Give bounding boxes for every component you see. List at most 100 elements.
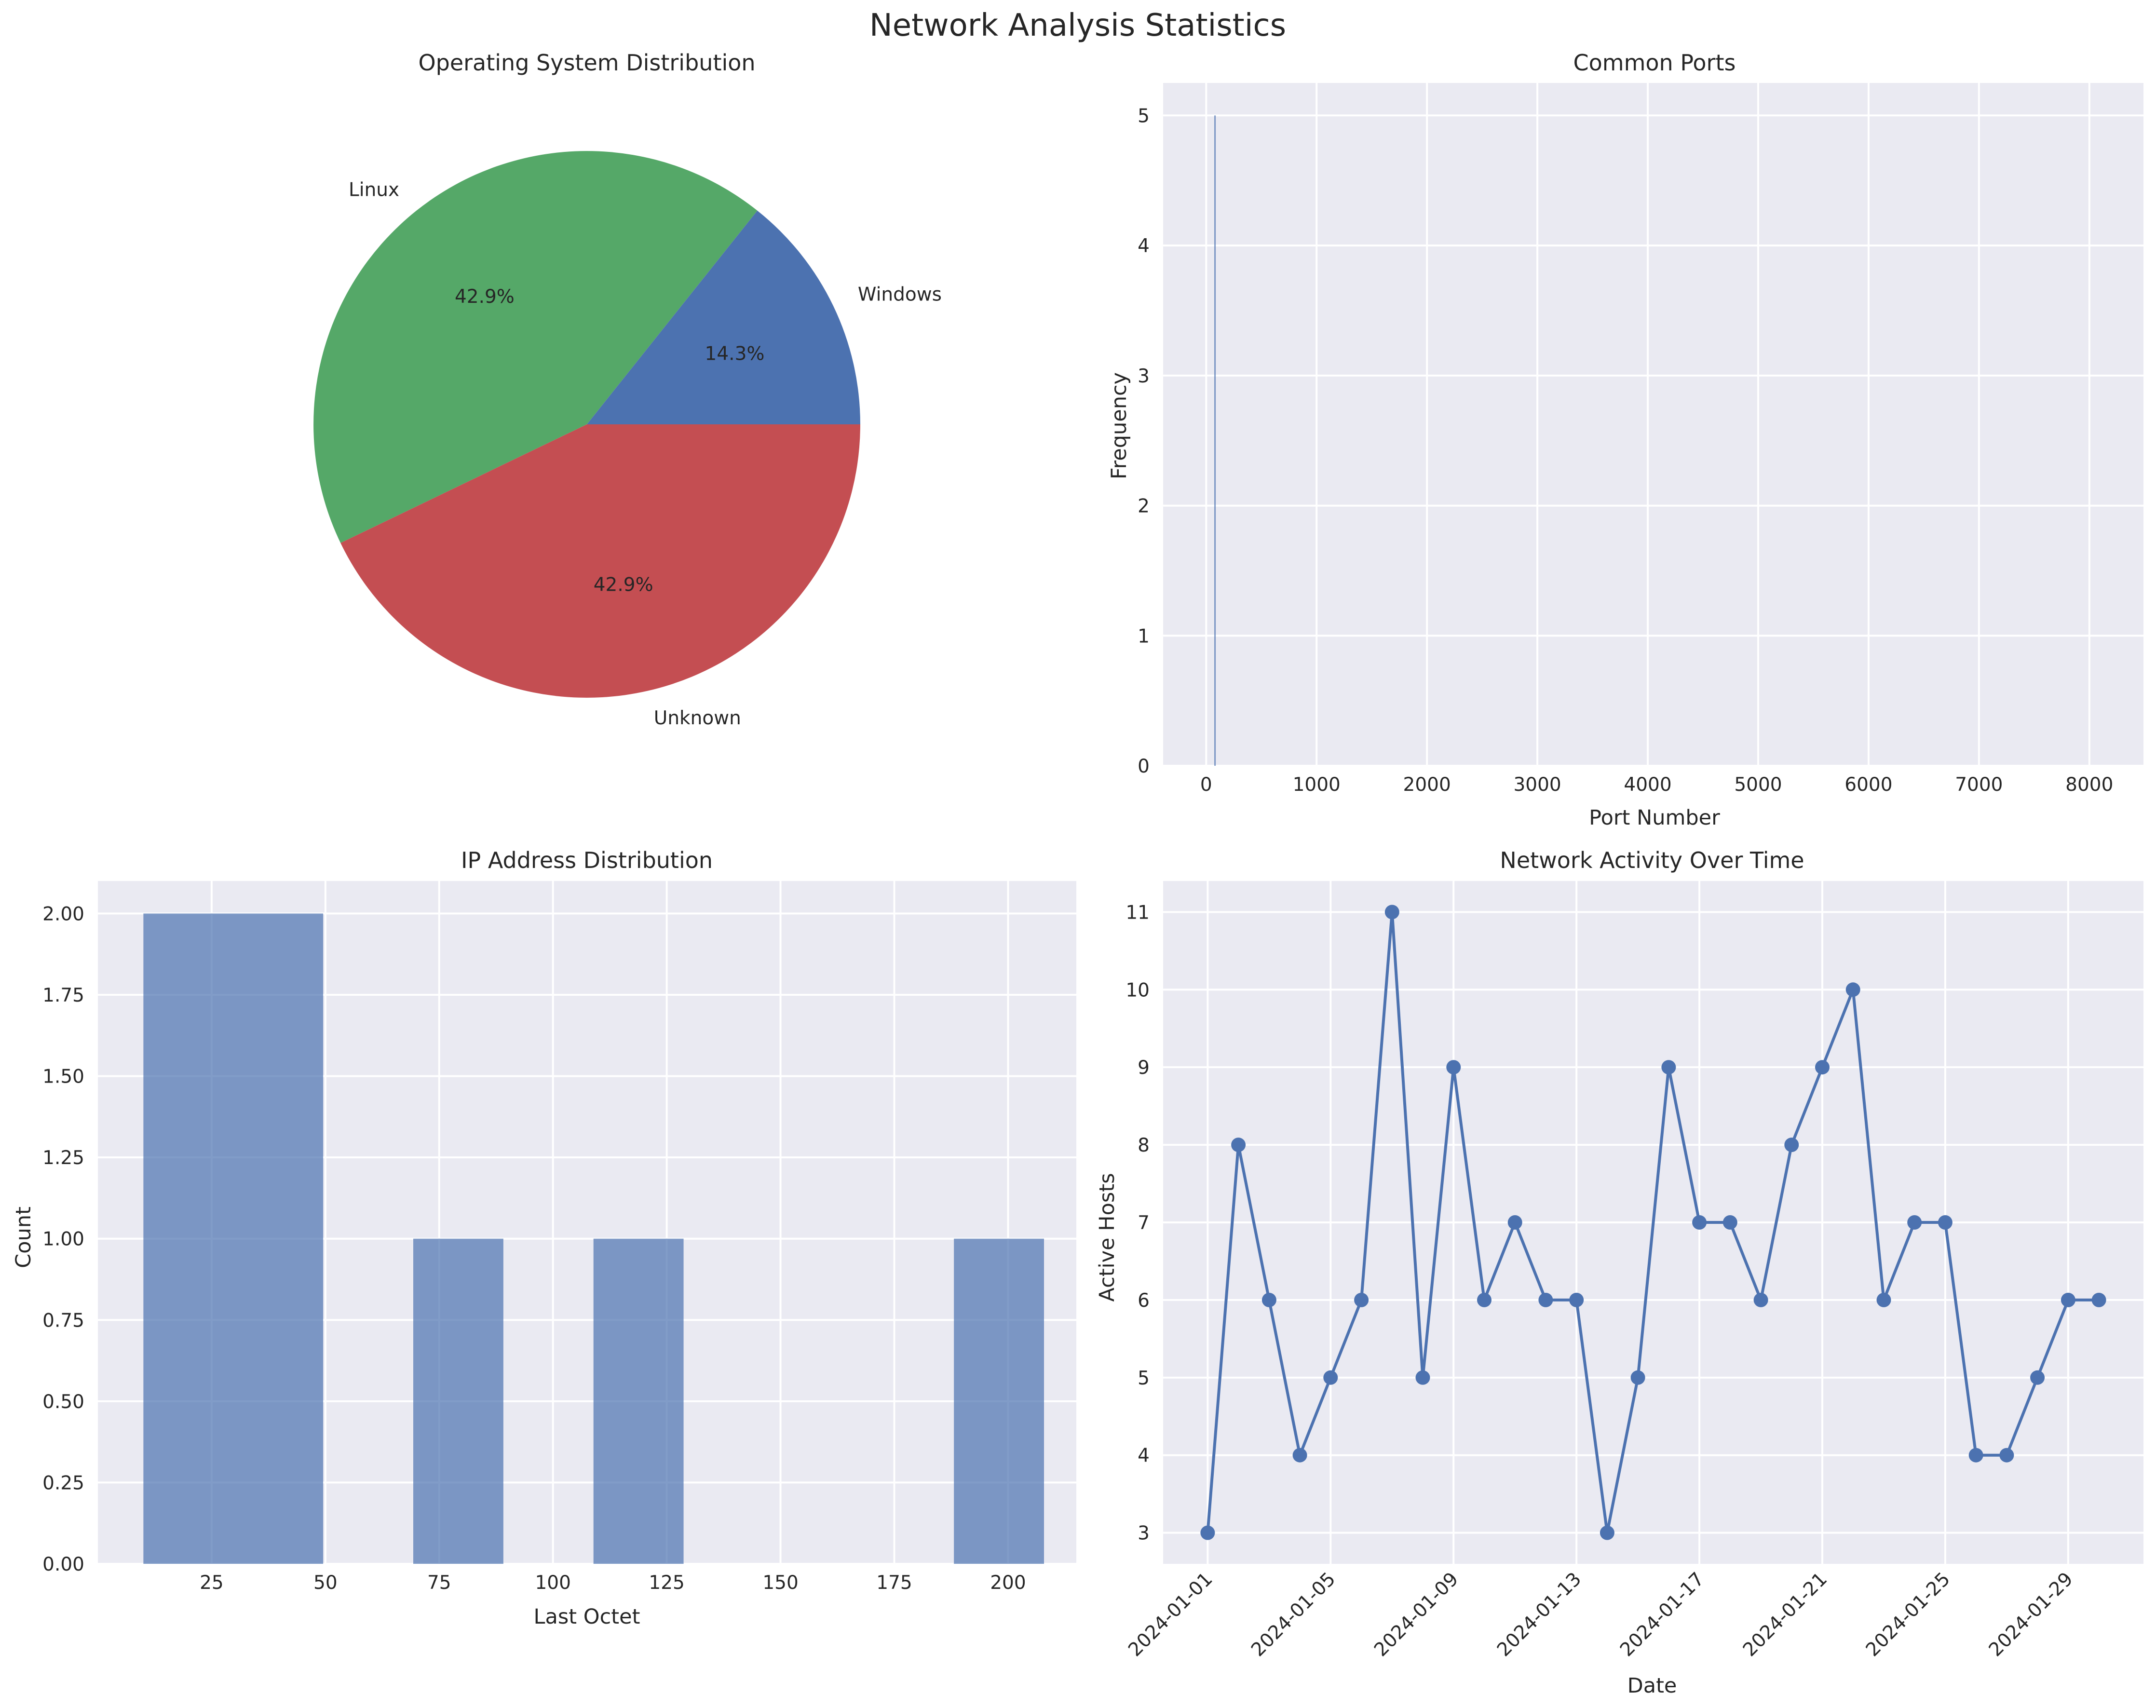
time-y-tick-label: 9 <box>1138 1057 1150 1079</box>
ports-y-tick-label: 1 <box>1138 625 1150 647</box>
common-ports-chart: Common Ports Port Number Frequency 0 1000… <box>1107 50 2143 830</box>
ip-xlabel: Last Octet <box>534 1605 640 1629</box>
ip-x-tick-label: 25 <box>200 1572 224 1594</box>
pie-label: Windows <box>858 284 942 305</box>
ip-y-tick-label: 1.25 <box>42 1147 84 1169</box>
time-point <box>1692 1215 1707 1230</box>
ports-y-tick-label: 2 <box>1138 496 1150 517</box>
time-point <box>1876 1292 1891 1307</box>
ports-x-tick-label: 2000 <box>1403 774 1451 796</box>
pie-percent-label: 42.9% <box>594 574 653 596</box>
ports-bar <box>1214 115 1216 766</box>
time-point <box>1968 1448 1983 1463</box>
time-point <box>1753 1292 1768 1307</box>
time-point <box>2061 1292 2075 1307</box>
time-x-tick-label: 2024-01-29 <box>1985 1568 2077 1661</box>
time-x-tick-label: 2024-01-25 <box>1862 1568 1954 1661</box>
ip-bar <box>954 1238 1044 1564</box>
time-y-tick-label: 10 <box>1125 979 1150 1001</box>
time-point <box>1630 1370 1645 1385</box>
network-activity-chart: Network Activity Over Time Date Active H… <box>1095 847 2143 1698</box>
pie-label: Unknown <box>654 707 741 729</box>
time-point <box>2030 1370 2045 1385</box>
time-x-tick-label: 2024-01-05 <box>1247 1568 1340 1661</box>
ip-x-tick-label: 200 <box>990 1572 1026 1594</box>
ip-x-tick-label: 175 <box>876 1572 912 1594</box>
time-point <box>1415 1370 1430 1385</box>
time-point <box>1999 1448 2014 1463</box>
time-x-tick-label: 2024-01-09 <box>1370 1568 1463 1661</box>
ip-x-tick-label: 125 <box>649 1572 684 1594</box>
time-series-line <box>1206 910 2099 1534</box>
time-ylabel: Active Hosts <box>1095 1173 1119 1302</box>
os-distribution-pie-chart: Operating System Distribution Windows 14.… <box>313 50 942 729</box>
ports-ylabel: Frequency <box>1107 372 1131 479</box>
time-point <box>1292 1448 1307 1463</box>
pie-percent-label: 42.9% <box>455 286 515 308</box>
ports-plot-area <box>1163 83 2143 766</box>
time-point <box>1722 1215 1737 1230</box>
ip-x-tick-label: 50 <box>313 1572 338 1594</box>
ports-title: Common Ports <box>1573 50 1736 76</box>
pie-slice-unknown <box>340 424 861 698</box>
time-title: Network Activity Over Time <box>1500 847 1804 873</box>
time-y-tick-label: 11 <box>1125 902 1150 923</box>
time-point <box>1600 1525 1614 1540</box>
ports-x-tick-label: 6000 <box>1844 774 1892 796</box>
ports-xlabel: Port Number <box>1589 806 1720 830</box>
time-y-tick-label: 3 <box>1138 1523 1150 1545</box>
time-x-tick-label: 2024-01-01 <box>1124 1568 1217 1661</box>
time-point <box>1907 1215 1922 1230</box>
ip-y-tick-label: 1.50 <box>42 1066 84 1088</box>
time-point <box>1784 1138 1799 1152</box>
ports-y-tick-label: 0 <box>1138 756 1150 777</box>
ip-x-tick-label: 150 <box>762 1572 798 1594</box>
time-point <box>1661 1060 1676 1075</box>
time-point <box>2091 1292 2106 1307</box>
pie-slice-linux <box>313 151 758 543</box>
time-y-tick-label: 5 <box>1138 1368 1150 1389</box>
time-point <box>1477 1292 1492 1307</box>
pie-slice-windows <box>587 210 860 424</box>
time-point <box>1569 1292 1584 1307</box>
time-y-tick-label: 6 <box>1138 1290 1150 1312</box>
ip-x-tick-label: 100 <box>535 1572 570 1594</box>
time-point <box>1507 1215 1522 1230</box>
ports-y-tick-label: 4 <box>1138 235 1150 257</box>
time-point <box>1261 1292 1276 1307</box>
ports-y-tick-label: 3 <box>1138 366 1150 387</box>
ports-x-tick-label: 8000 <box>2065 774 2113 796</box>
ports-x-tick-label: 7000 <box>1955 774 2003 796</box>
ip-bar <box>413 1238 503 1564</box>
ip-y-tick-label: 0.50 <box>42 1391 84 1413</box>
time-point <box>1323 1370 1338 1385</box>
time-point <box>1200 1525 1215 1540</box>
ip-y-tick-label: 0.00 <box>42 1554 84 1575</box>
time-x-tick-label: 2024-01-17 <box>1616 1568 1709 1661</box>
pie-title: Operating System Distribution <box>418 50 755 76</box>
time-point <box>1354 1292 1369 1307</box>
ip-ylabel: Count <box>12 1206 36 1268</box>
time-x-tick-label: 2024-01-13 <box>1493 1568 1586 1661</box>
ip-y-tick-label: 2.00 <box>42 903 84 925</box>
ip-distribution-chart: IP Address Distribution Last Octet Count… <box>12 847 1076 1629</box>
ports-x-tick-label: 5000 <box>1734 774 1782 796</box>
time-y-tick-label: 8 <box>1138 1135 1150 1156</box>
pie-label: Linux <box>349 179 399 201</box>
time-y-tick-label: 4 <box>1138 1445 1150 1467</box>
ports-x-tick-label: 4000 <box>1624 774 1671 796</box>
time-point <box>1815 1060 1830 1075</box>
ports-x-tick-label: 0 <box>1200 774 1212 796</box>
time-point <box>1384 905 1399 920</box>
time-xlabel: Date <box>1627 1674 1677 1698</box>
ip-y-tick-label: 1.00 <box>42 1229 84 1250</box>
figure-title: Network Analysis Statistics <box>869 8 1286 43</box>
ip-bar <box>593 1238 684 1564</box>
ip-y-tick-label: 1.75 <box>42 985 84 1006</box>
ports-x-tick-label: 1000 <box>1293 774 1341 796</box>
time-x-tick-label: 2024-01-21 <box>1739 1568 1831 1661</box>
ports-y-tick-label: 5 <box>1138 105 1150 127</box>
time-point <box>1938 1215 1953 1230</box>
time-point <box>1538 1292 1553 1307</box>
